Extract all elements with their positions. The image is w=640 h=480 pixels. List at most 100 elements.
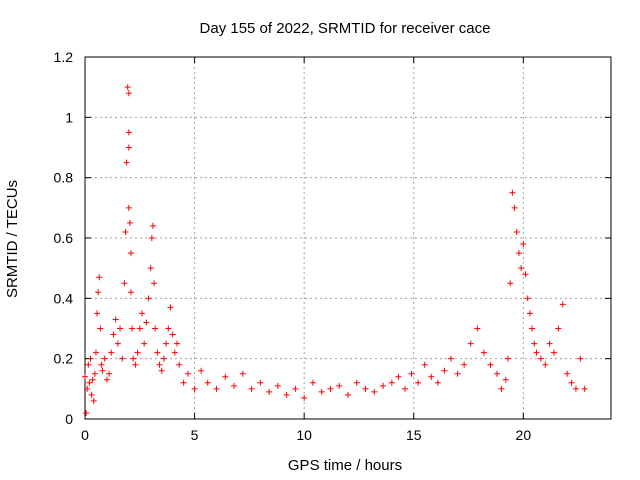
data-point [239, 370, 246, 377]
data-point [362, 385, 369, 392]
data-point [125, 144, 132, 151]
y-tick-label: 0.4 [54, 290, 74, 306]
x-tick-label: 0 [81, 427, 89, 443]
data-point [141, 340, 148, 347]
data-point [353, 379, 360, 386]
data-point [95, 289, 102, 296]
data-point [428, 373, 435, 380]
data-point [158, 367, 165, 374]
data-point [529, 325, 536, 332]
data-point [283, 391, 290, 398]
data-point [84, 385, 91, 392]
data-point [132, 361, 139, 368]
data-point [123, 159, 130, 166]
data-point [542, 361, 549, 368]
data-point [94, 310, 101, 317]
y-tick-label: 1 [65, 109, 73, 125]
data-point [149, 222, 156, 229]
data-point [480, 349, 487, 356]
x-axis-label: GPS time / hours [288, 457, 402, 474]
data-point [531, 340, 538, 347]
data-point [572, 385, 579, 392]
data-point [526, 310, 533, 317]
data-point [108, 349, 115, 356]
data-point [266, 388, 273, 395]
data-point [96, 274, 103, 281]
data-point [551, 349, 558, 356]
data-point [248, 385, 255, 392]
grid [85, 57, 611, 419]
data-point [191, 385, 198, 392]
data-point [371, 388, 378, 395]
data-point [292, 385, 299, 392]
data-point [83, 409, 90, 416]
data-point [518, 265, 525, 272]
data-point [88, 391, 95, 398]
y-tick-label: 0.8 [54, 170, 74, 186]
data-point [180, 379, 187, 386]
data-point [90, 397, 97, 404]
data-point [145, 295, 152, 302]
data-point [136, 325, 143, 332]
data-point [231, 382, 238, 389]
chart-title: Day 155 of 2022, SRMTID for receiver cac… [200, 20, 491, 37]
data-point [380, 382, 387, 389]
data-point [546, 340, 553, 347]
data-point [185, 370, 192, 377]
data-point [520, 241, 527, 248]
data-point [99, 367, 106, 374]
data-point [213, 385, 220, 392]
data-point [91, 370, 98, 377]
x-tick-label: 5 [191, 427, 199, 443]
data-point [301, 394, 308, 401]
data-point [274, 382, 281, 389]
data-point [434, 379, 441, 386]
data-point [511, 204, 518, 211]
data-point [507, 280, 514, 287]
data-point [82, 373, 88, 380]
data-point [103, 376, 110, 383]
data-point [474, 325, 481, 332]
data-point [114, 340, 121, 347]
data-point [537, 355, 544, 362]
data-point [106, 370, 113, 377]
y-tick-label: 0.6 [54, 230, 74, 246]
data-point [151, 280, 158, 287]
data-point [502, 376, 509, 383]
data-point [257, 379, 264, 386]
data-point [117, 325, 124, 332]
data-point [98, 361, 105, 368]
tick-labels: 0 5 10 15 20 0 0.2 0.4 0.6 0.8 1 1.2 [54, 49, 532, 443]
data-point [147, 265, 154, 272]
data-point [454, 370, 461, 377]
data-point [395, 373, 402, 380]
data-point [345, 391, 351, 398]
y-tick-label: 1.2 [54, 49, 74, 65]
data-point [148, 235, 155, 241]
x-tick-label: 10 [296, 427, 312, 443]
data-point [129, 325, 136, 332]
data-point [174, 340, 181, 347]
data-point [461, 361, 468, 368]
data-point [110, 331, 117, 338]
data-point [176, 361, 183, 368]
data-point [171, 349, 178, 356]
data-point [327, 385, 334, 392]
data-point [112, 316, 119, 323]
data-point [494, 370, 501, 377]
data-point [336, 382, 343, 389]
data-point [85, 361, 92, 368]
data-point [134, 349, 141, 356]
data-point [415, 379, 422, 386]
data-point [119, 355, 126, 362]
y-tick-label: 0 [65, 411, 73, 427]
data-points [82, 84, 588, 416]
data-point [121, 280, 128, 287]
data-point [509, 189, 516, 196]
data-point [564, 370, 571, 377]
data-point [222, 373, 229, 380]
data-point [533, 349, 540, 356]
data-point [318, 388, 325, 395]
data-point [169, 331, 176, 338]
